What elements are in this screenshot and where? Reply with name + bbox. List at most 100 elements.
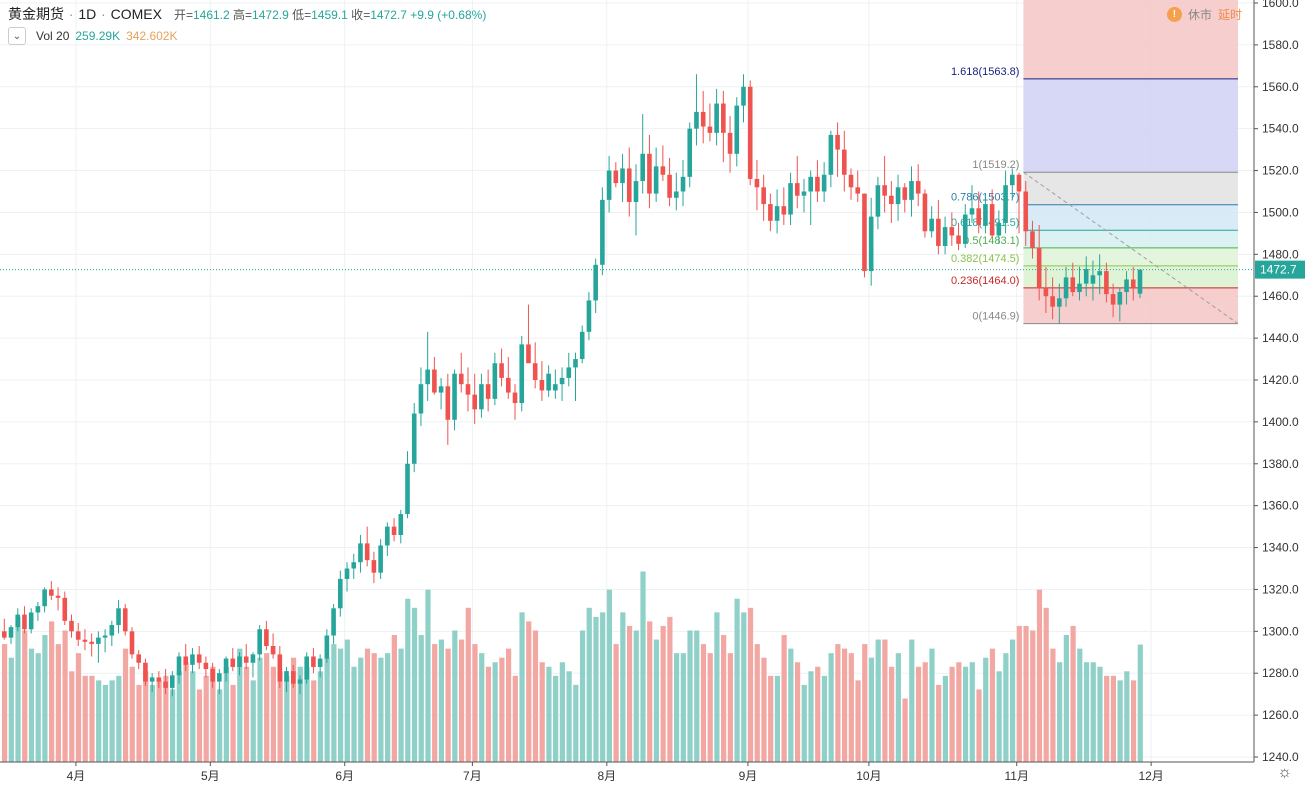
volume-bar	[546, 666, 552, 762]
candle-body	[519, 344, 525, 404]
warning-icon[interactable]: !	[1166, 7, 1182, 22]
delayed-label[interactable]: 延时	[1217, 8, 1242, 22]
candle-body	[754, 178, 760, 188]
volume-bar	[721, 635, 727, 762]
volume-bar	[264, 653, 270, 762]
volume-bar	[633, 630, 639, 762]
candle-body	[532, 363, 538, 380]
x-tick-label: 9月	[739, 769, 758, 783]
fib-zone	[1023, 230, 1238, 248]
candle-body	[909, 181, 914, 200]
close-value: 1472.7	[370, 7, 407, 22]
volume-bar	[1077, 648, 1083, 762]
last-price-label: 1472.7	[1260, 263, 1297, 277]
volume-bar	[889, 666, 895, 762]
candle-body	[700, 111, 706, 127]
candle-body	[405, 463, 410, 515]
symbol-name[interactable]: 黄金期货	[8, 6, 64, 22]
volume-legend: ⌄ Vol 20 259.29K 342.602K	[8, 27, 177, 45]
candle-body	[781, 206, 787, 215]
volume-bar	[801, 684, 807, 762]
volume-bar	[89, 675, 95, 762]
candle-body	[794, 183, 800, 196]
interval-label[interactable]: 1D	[78, 6, 97, 22]
candle-body	[727, 132, 733, 154]
volume-bar	[559, 662, 565, 762]
volume-bar	[344, 639, 350, 762]
volume-bar	[882, 639, 888, 762]
candle-body	[62, 597, 68, 621]
volume-bar	[707, 653, 713, 762]
candle-body	[411, 413, 417, 464]
volume-bar	[398, 648, 404, 762]
candle-body	[418, 384, 424, 414]
candle-body	[35, 606, 41, 613]
x-tick-label: 7月	[463, 769, 482, 783]
candle-body	[42, 589, 47, 607]
volume-bar	[351, 666, 357, 762]
volume-bar	[1010, 639, 1016, 762]
candle-body	[1130, 279, 1136, 288]
candle-body	[868, 216, 874, 272]
candle-body	[1137, 269, 1143, 294]
candle-body	[1104, 271, 1109, 295]
volume-bar	[714, 612, 720, 762]
candle-body	[586, 300, 592, 332]
fib-level-label: 0(1446.9)	[972, 311, 1019, 323]
candle-body	[1097, 271, 1102, 276]
candle-body	[8, 627, 14, 638]
candle-body	[290, 671, 296, 684]
candle-body	[458, 373, 464, 385]
volume-bar	[922, 662, 928, 762]
candle-body	[1090, 275, 1096, 284]
open-value: 1461.2	[192, 7, 230, 22]
candle-body	[1016, 174, 1022, 192]
volume-bar	[102, 684, 108, 762]
candle-body	[438, 386, 444, 393]
volume-bar	[1090, 662, 1096, 762]
volume-bar	[465, 607, 471, 762]
candle-body	[882, 185, 887, 196]
candle-body	[788, 183, 793, 215]
candle-body	[862, 193, 867, 272]
volume-bar	[170, 689, 176, 762]
volume-bar	[203, 675, 209, 762]
candle-body	[613, 170, 619, 184]
volume-bar	[149, 684, 156, 762]
volume-bar	[1137, 644, 1143, 762]
volume-bar	[956, 662, 962, 762]
candle-body	[344, 568, 350, 579]
candle-body	[432, 369, 437, 393]
volume-bar	[358, 657, 364, 762]
collapse-toggle-icon[interactable]: ⌄	[8, 27, 26, 45]
settings-gear-icon[interactable]: ☼	[1277, 764, 1292, 781]
low-label: 低	[292, 7, 305, 22]
candle-body	[761, 187, 766, 205]
candle-body	[49, 589, 54, 596]
x-tick-label: 10月	[856, 769, 881, 783]
volume-bar	[1043, 607, 1049, 762]
volume-bar	[405, 598, 411, 762]
volume-bar	[1003, 653, 1009, 762]
volume-indicator-label[interactable]: Vol 20	[36, 29, 70, 43]
volume-bar	[270, 666, 276, 762]
fib-zone	[1023, 265, 1238, 288]
volume-bar	[257, 657, 263, 762]
volume-bar	[586, 607, 592, 762]
candle-body	[600, 199, 605, 265]
volume-bar	[75, 653, 82, 762]
volume-bar	[250, 680, 256, 762]
candle-body	[942, 227, 948, 246]
volume-bar	[116, 675, 122, 762]
volume-bar	[768, 675, 774, 762]
volume-value: 259.29K	[75, 29, 121, 43]
volume-bar	[210, 666, 216, 762]
volume-bar	[499, 657, 505, 762]
candle-body	[983, 204, 988, 226]
volume-bar	[962, 666, 969, 762]
volume-bar	[653, 639, 660, 762]
volume-bar	[445, 648, 451, 762]
candle-body	[653, 166, 659, 194]
volume-bar	[969, 662, 975, 762]
